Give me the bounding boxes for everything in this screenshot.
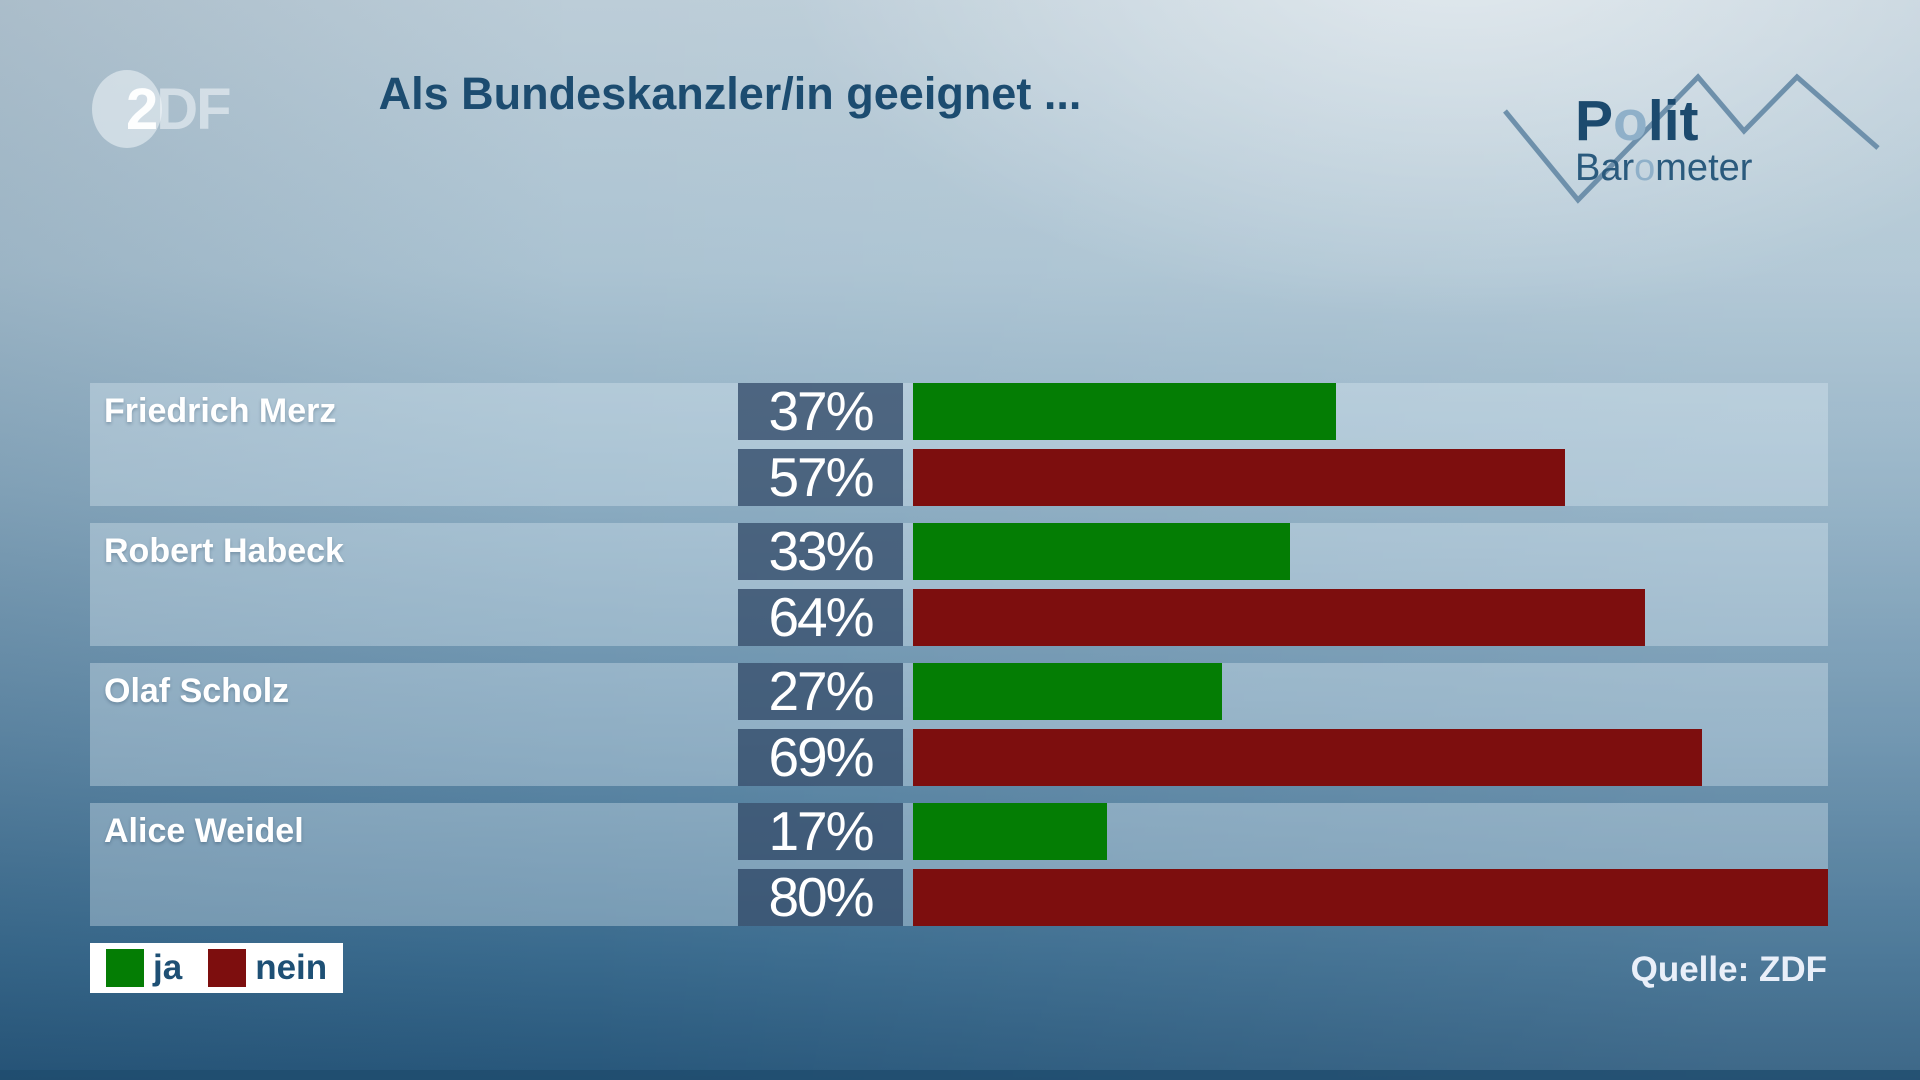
ja-line: 27% bbox=[738, 663, 1828, 720]
candidate-name: Friedrich Merz bbox=[104, 392, 337, 430]
politbarometer-logo: Polit Barometer bbox=[1490, 40, 1890, 230]
legend-ja-swatch bbox=[106, 949, 144, 987]
candidate-name: Olaf Scholz bbox=[104, 672, 290, 710]
ja-bar bbox=[913, 663, 1222, 720]
nein-value: 80% bbox=[738, 869, 903, 926]
bottom-edge-strip bbox=[0, 1070, 1920, 1080]
zigzag-line-icon bbox=[1503, 73, 1880, 204]
ja-bar-track bbox=[913, 803, 1828, 860]
zdf-logo: 2DF bbox=[92, 68, 272, 152]
legend-nein-swatch bbox=[208, 949, 247, 987]
candidate-row: Friedrich Merz 37% 57% bbox=[90, 383, 1828, 506]
nein-value: 69% bbox=[738, 729, 903, 786]
zdf-logo-text-2: 2 bbox=[126, 77, 158, 142]
nein-bar bbox=[913, 869, 1828, 926]
nein-bar-track bbox=[913, 869, 1828, 926]
candidate-row: Robert Habeck 33% 64% bbox=[90, 523, 1828, 646]
candidate-name: Robert Habeck bbox=[104, 532, 344, 570]
zdf-logo-text: 2DF bbox=[126, 76, 232, 143]
nein-value: 64% bbox=[738, 589, 903, 646]
bar-gap bbox=[903, 523, 913, 580]
candidate-row: Olaf Scholz 27% 69% bbox=[90, 663, 1828, 786]
nein-bar bbox=[913, 449, 1565, 506]
brand-barometer: Barometer bbox=[1575, 147, 1753, 189]
nein-bar-track bbox=[913, 449, 1828, 506]
bar-gap bbox=[903, 449, 913, 506]
ja-value: 27% bbox=[738, 663, 903, 720]
candidate-name: Alice Weidel bbox=[104, 812, 304, 850]
page-title: Als Bundeskanzler/in geeignet ... bbox=[378, 68, 1082, 119]
nein-bar bbox=[913, 589, 1645, 646]
ja-line: 37% bbox=[738, 383, 1828, 440]
ja-bar-track bbox=[913, 663, 1828, 720]
bar-gap bbox=[903, 589, 913, 646]
nein-bar-track bbox=[913, 729, 1828, 786]
zdf-logo-circle bbox=[92, 70, 162, 148]
bar-gap bbox=[903, 383, 913, 440]
ja-value: 17% bbox=[738, 803, 903, 860]
nein-bar bbox=[913, 729, 1703, 786]
nein-line: 57% bbox=[738, 449, 1828, 506]
legend-ja-label: ja bbox=[153, 948, 183, 987]
zdf-logo-text-df: DF bbox=[156, 77, 231, 142]
ja-bar-track bbox=[913, 523, 1828, 580]
brand-polit: Polit bbox=[1575, 89, 1699, 153]
ja-value: 37% bbox=[738, 383, 903, 440]
bar-gap bbox=[903, 869, 913, 926]
nein-line: 80% bbox=[738, 869, 1828, 926]
source-label: Quelle: ZDF bbox=[1630, 950, 1827, 989]
nein-bar-track bbox=[913, 589, 1828, 646]
bar-gap bbox=[903, 803, 913, 860]
nein-value: 57% bbox=[738, 449, 903, 506]
legend-nein-label: nein bbox=[255, 948, 328, 987]
ja-bar-track bbox=[913, 383, 1828, 440]
bar-gap bbox=[903, 663, 913, 720]
ja-bar bbox=[913, 523, 1291, 580]
politbarometer-logo-graphic: Polit Barometer bbox=[1503, 73, 1880, 204]
chart-rows: Friedrich Merz 37% 57% Robert Habeck 33% bbox=[90, 383, 1828, 943]
legend: ja nein bbox=[90, 943, 344, 993]
ja-line: 33% bbox=[738, 523, 1828, 580]
bar-gap bbox=[903, 729, 913, 786]
nein-line: 69% bbox=[738, 729, 1828, 786]
ja-line: 17% bbox=[738, 803, 1828, 860]
ja-bar bbox=[913, 383, 1337, 440]
ja-bar bbox=[913, 803, 1108, 860]
ja-value: 33% bbox=[738, 523, 903, 580]
candidate-row: Alice Weidel 17% 80% bbox=[90, 803, 1828, 926]
nein-line: 64% bbox=[738, 589, 1828, 646]
